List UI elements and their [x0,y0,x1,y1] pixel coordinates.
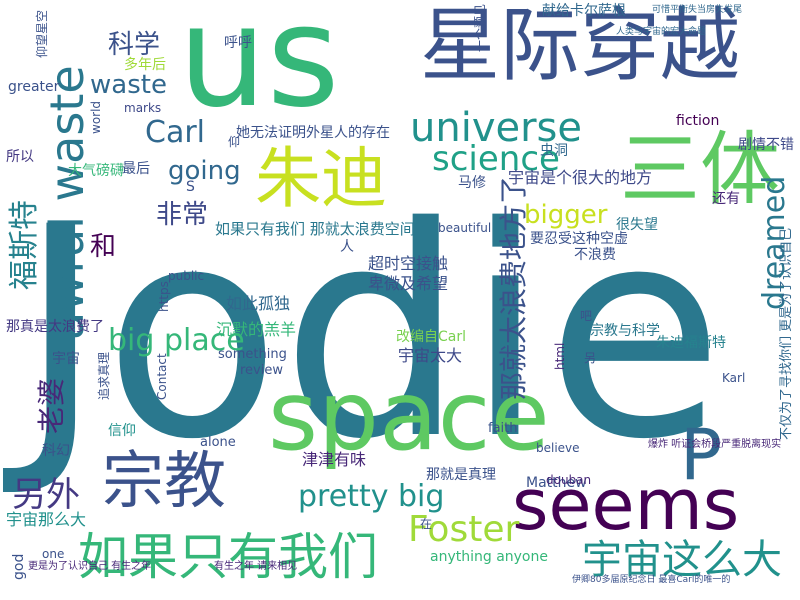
cloud-word: 非常 [156,200,209,230]
cloud-word: 福斯特 [7,200,42,290]
cloud-word: 仰望星空 [35,9,49,58]
cloud-word: world [89,100,103,134]
cloud-word: 爆炸 听证会桥段严重脱离现实 [648,439,782,450]
cloud-word: 很失望 [616,217,658,233]
cloud-word: 如果只有我们 [78,528,378,586]
cloud-word: 仰 [228,135,241,149]
cloud-word: Foster [408,509,520,550]
cloud-word: 更是为了认识自己 有生之年 [28,561,152,572]
cloud-word: 马修 [458,175,486,191]
cloud-word: big place [108,323,245,358]
cloud-word: 超时空接触 [368,254,449,273]
cloud-word: greater [8,79,60,95]
cloud-word: science [432,139,560,179]
cloud-word: 人 [340,239,354,255]
cloud-word: 宇宙这么大 [582,537,782,583]
cloud-word: 剧情不错 [738,137,794,153]
cloud-word: anything anyone [430,549,548,565]
cloud-word: P [680,414,723,496]
cloud-word: 和 [90,232,117,262]
cloud-word: 老婆 [35,377,68,434]
cloud-word: 所以 [6,149,34,165]
cloud-word: 朱迪 [255,140,387,217]
cloud-word: 不浪费 [574,247,616,263]
cloud-word: pretty big [298,479,445,514]
cloud-word: 最后 [122,161,150,177]
cloud-word: S [186,179,195,195]
cloud-word: 人类与宇宙的宏大命题 [616,27,707,37]
cloud-word: 宗教 [102,444,227,517]
cloud-word: 吧 [580,309,593,323]
cloud-word: html [553,342,567,370]
cloud-word: believe [536,441,580,455]
cloud-word: 她无法证明外星人的存在 [236,125,390,141]
cloud-word: fiction [676,113,720,129]
cloud-word: alone [200,435,236,450]
cloud-word: god [11,553,27,580]
cloud-word: 虫洞 [540,143,568,159]
cloud-word: public [168,269,205,283]
cloud-word: 如此孤独 [226,294,291,313]
cloud-word: 宇宙是个很大的地方 [508,168,653,187]
cloud-word: 那真是太浪费了 [6,319,104,335]
cloud-word: 朱迪福斯特 [656,335,726,351]
cloud-word: bigger [524,200,608,230]
cloud-word: 呼呼 [224,35,252,51]
cloud-word: going [168,156,241,186]
cloud-word: 科学 [108,30,161,60]
cloud-word: 伊卿80多届原纪念日 最喜Carl的唯一的 [572,575,731,585]
cloud-word: 星际穿越 [420,0,740,92]
cloud-word: seems [512,464,740,546]
cloud-word: Carl [145,115,205,150]
cloud-word: douban [546,473,592,487]
cloud-word: 改编自Carl [396,329,466,345]
cloud-word: Jodie [18,166,725,503]
cloud-word: universe [410,105,582,151]
cloud-word: 一个预见 [473,3,487,52]
cloud-word: 要忍受这种空虚 [530,231,628,247]
cloud-word: 科幻 [42,443,70,459]
cloud-word: 卑微及希望 [368,274,449,293]
cloud-word: 大气磅礴 [68,163,124,179]
cloud-word: Karl [722,371,746,385]
cloud-word: waste [90,70,167,100]
cloud-word: 在 [420,517,433,531]
cloud-word: 宇宙那么大 [6,510,87,529]
cloud-word: 津津有味 [302,450,367,469]
cloud-word: one [42,547,65,561]
cloud-word: beautiful [438,221,492,235]
cloud-word: 宇宙太大 [398,346,463,365]
cloud-word: 宇宙 [52,351,80,367]
cloud-word: 三体 [620,123,780,216]
cloud-word: 那就是真理 [426,467,496,483]
cloud-word: 宗教与科学 [590,323,660,339]
cloud-word: Contact [155,353,169,400]
cloud-word: 追求真理 [97,351,111,400]
cloud-word: 可惜平衡失当房失发尾 [652,5,743,15]
cloud-word: us [178,0,340,139]
cloud-word: 多年后 [124,57,166,73]
cloud-word: space [268,360,550,472]
cloud-word: review [240,363,283,378]
cloud-word: 另 [584,351,597,365]
cloud-word: https [157,281,171,312]
cloud-word: 还有 [712,191,740,207]
cloud-word: 献给卡尔萨根 [542,3,626,19]
cloud-word: Matthew [526,475,587,491]
cloud-word: marks [124,101,162,115]
cloud-word: 有生之年 请来相见 [214,561,298,572]
cloud-word: awful waste [40,65,94,340]
cloud-word: something [218,347,287,362]
cloud-word: 另外 [12,475,80,515]
cloud-word: 信仰 [108,423,136,439]
cloud-word: 不仅为了寻找你们 更是为了认识自己 [779,227,794,440]
cloud-word: 如果只有我们 那就太浪费空间了 [215,220,430,238]
cloud-word: faith [488,421,518,436]
cloud-word: 沉默的羔羊 [216,320,297,339]
